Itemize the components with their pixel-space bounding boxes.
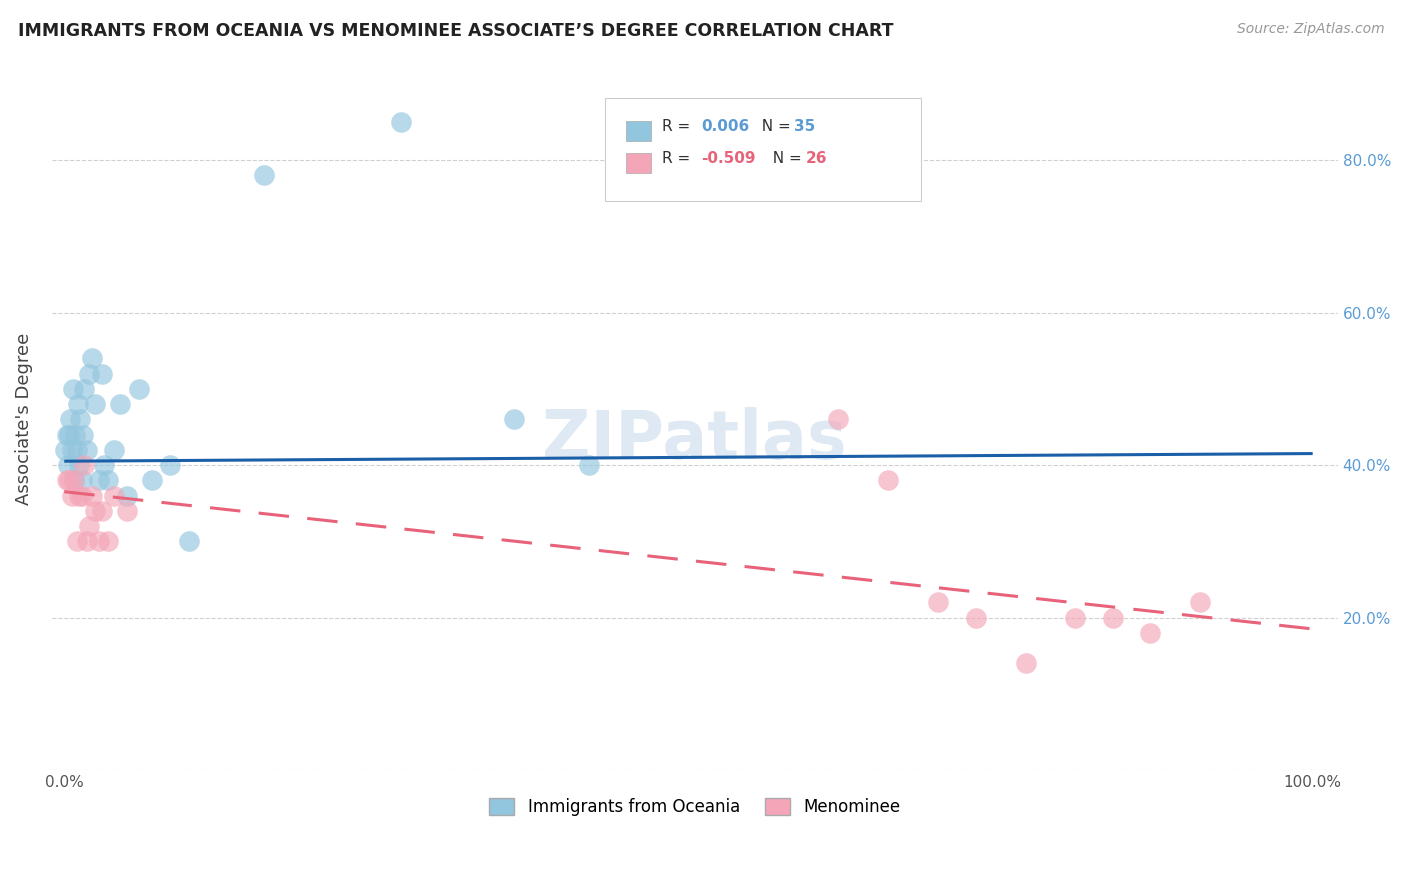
Point	[93, 458, 115, 472]
Point	[103, 489, 125, 503]
Point	[389, 115, 412, 129]
Text: N =: N =	[763, 152, 807, 166]
Point	[827, 412, 849, 426]
Point	[97, 473, 120, 487]
Text: 26: 26	[806, 152, 827, 166]
Point	[73, 382, 96, 396]
Point	[63, 473, 86, 487]
Point	[1064, 610, 1087, 624]
Point	[97, 534, 120, 549]
Point	[69, 412, 91, 426]
Point	[59, 412, 82, 426]
Point	[177, 534, 200, 549]
Point	[66, 534, 89, 549]
Point	[115, 489, 138, 503]
Point	[60, 442, 83, 457]
Point	[90, 367, 112, 381]
Point	[58, 473, 80, 487]
Text: IMMIGRANTS FROM OCEANIA VS MENOMINEE ASSOCIATE’S DEGREE CORRELATION CHART: IMMIGRANTS FROM OCEANIA VS MENOMINEE ASS…	[18, 22, 894, 40]
Point	[62, 382, 84, 396]
Point	[1014, 657, 1036, 671]
Point	[927, 595, 949, 609]
Point	[66, 397, 89, 411]
Point	[80, 489, 103, 503]
Point	[63, 473, 86, 487]
Legend: Immigrants from Oceania, Menominee: Immigrants from Oceania, Menominee	[481, 790, 908, 825]
Point	[141, 473, 163, 487]
Point	[1139, 625, 1161, 640]
Point	[110, 397, 132, 411]
Point	[80, 351, 103, 366]
Point	[70, 473, 93, 487]
Y-axis label: Associate's Degree: Associate's Degree	[15, 333, 32, 506]
Point	[65, 427, 87, 442]
Point	[77, 519, 100, 533]
Text: Source: ZipAtlas.com: Source: ZipAtlas.com	[1237, 22, 1385, 37]
Point	[253, 168, 276, 182]
Point	[55, 473, 77, 487]
Point	[84, 504, 107, 518]
Text: ZIPatlas: ZIPatlas	[543, 408, 846, 474]
Point	[90, 504, 112, 518]
Point	[58, 427, 80, 442]
Point	[84, 397, 107, 411]
Point	[60, 489, 83, 503]
Point	[103, 442, 125, 457]
Text: -0.509: -0.509	[702, 152, 756, 166]
Point	[128, 382, 150, 396]
Text: R =: R =	[662, 120, 696, 134]
Point	[76, 442, 98, 457]
Point	[67, 458, 90, 472]
Point	[67, 489, 90, 503]
Point	[70, 489, 93, 503]
Point	[89, 534, 111, 549]
Point	[115, 504, 138, 518]
Point	[159, 458, 181, 472]
Point	[578, 458, 600, 472]
Point	[55, 427, 77, 442]
Text: R =: R =	[662, 152, 696, 166]
Point	[502, 412, 524, 426]
Point	[965, 610, 987, 624]
Point	[877, 473, 900, 487]
Point	[76, 534, 98, 549]
Text: N =: N =	[752, 120, 796, 134]
Text: 35: 35	[794, 120, 815, 134]
Point	[56, 458, 79, 472]
Point	[73, 458, 96, 472]
Point	[1102, 610, 1125, 624]
Point	[77, 367, 100, 381]
Text: 0.006: 0.006	[702, 120, 749, 134]
Point	[55, 442, 77, 457]
Point	[89, 473, 111, 487]
Point	[72, 427, 94, 442]
Point	[66, 442, 89, 457]
Point	[1189, 595, 1212, 609]
